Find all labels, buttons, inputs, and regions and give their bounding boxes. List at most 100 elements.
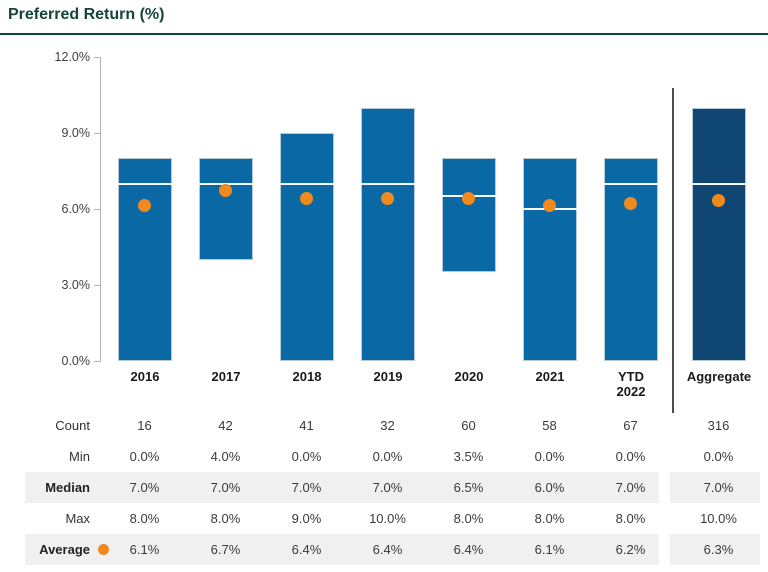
median-line (199, 182, 253, 185)
x-axis-label-line: 2020 (454, 369, 484, 384)
table-cell: 7.0% (615, 480, 646, 495)
table-cell: 8.0% (129, 511, 160, 526)
y-axis-tick-label: 9.0% (61, 126, 91, 140)
table-cell: 7.0% (372, 480, 403, 495)
range-bar (442, 158, 496, 273)
table-cell: 6.3% (703, 542, 734, 557)
median-line (280, 182, 334, 185)
table-cell: 6.4% (372, 542, 403, 557)
table-cell: 7.0% (129, 480, 160, 495)
table-cell: 0.0% (703, 449, 734, 464)
average-dot (462, 191, 475, 205)
table-row-min: Min 0.0% 4.0% 0.0% 0.0% 3.5% 0.0% 0.0% 0.0% (0, 441, 768, 472)
summary-table: Count 16 42 41 32 60 58 67 316 Min 0.0% 4.0% 0.0% 0.0… (0, 410, 768, 565)
average-dot (138, 199, 151, 213)
table-row-average: Average 6.1% 6.7% 6.4% 6.4% 6.4% 6.1% 6.2% 6.3% (0, 534, 768, 565)
x-axis-label: YTD 2022 (591, 369, 671, 399)
table-cell: 8.0% (453, 511, 484, 526)
x-axis-label: 2018 (267, 369, 347, 384)
median-line (118, 182, 172, 185)
average-dot (219, 184, 232, 198)
table-cell: 0.0% (129, 449, 160, 464)
table-cell: 0.0% (534, 449, 565, 464)
table-cell: 10.0% (700, 511, 737, 526)
x-axis-label-line: 2019 (373, 369, 403, 384)
y-axis-tick (94, 57, 100, 58)
row-label: Average (39, 542, 90, 557)
table-cell: 7.0% (291, 480, 322, 495)
table-cell: 6.7% (210, 542, 241, 557)
table-cell: 9.0% (291, 511, 322, 526)
y-axis-tick-label: 3.0% (61, 278, 91, 292)
x-axis-label-line: 2016 (130, 369, 160, 384)
table-cell: 6.2% (615, 542, 646, 557)
table-cell: 16 (137, 418, 152, 433)
chart-title: Preferred Return (%) (8, 6, 165, 23)
table-cell: 6.5% (453, 480, 484, 495)
table-cell: 6.1% (129, 542, 160, 557)
table-cell: 67 (623, 418, 638, 433)
median-line (604, 182, 658, 185)
table-cell: 3.5% (453, 449, 484, 464)
x-axis-label: 2020 (429, 369, 509, 384)
table-cell: 7.0% (210, 480, 241, 495)
x-axis-label: Aggregate (679, 369, 759, 384)
y-axis-tick-label: 0.0% (61, 354, 91, 368)
table-row-count: Count 16 42 41 32 60 58 67 316 (0, 410, 768, 441)
table-cell: 32 (380, 418, 395, 433)
x-axis-label: 2017 (186, 369, 266, 384)
row-label: Max (65, 511, 90, 526)
range-bar (280, 133, 334, 361)
table-row-max: Max 8.0% 8.0% 9.0% 10.0% 8.0% 8.0% 8.0% 10.0% (0, 503, 768, 534)
x-axis-label-line: Aggregate (686, 369, 752, 384)
table-cell: 7.0% (703, 480, 734, 495)
range-bar (523, 158, 577, 361)
average-dot (624, 196, 637, 210)
x-axis-label-line: 2017 (211, 369, 241, 384)
x-axis-label: 2019 (348, 369, 428, 384)
table-cell: 4.0% (210, 449, 241, 464)
table-cell: 6.0% (534, 480, 565, 495)
table-cell: 6.4% (291, 542, 322, 557)
plot-area (100, 57, 760, 361)
aggregate-separator-line (672, 88, 674, 413)
range-bar (199, 158, 253, 260)
x-axis-label-line: 2018 (292, 369, 322, 384)
table-cell: 8.0% (534, 511, 565, 526)
table-cell: 10.0% (369, 511, 406, 526)
x-axis-label-line: 2021 (535, 369, 565, 384)
table-cell: 316 (707, 418, 730, 433)
title-divider (0, 33, 768, 35)
average-dot (543, 199, 556, 213)
average-dot (381, 191, 394, 205)
chart-area: 12.0% 9.0% 6.0% 3.0% 0.0% 2016 2017 2018 2019 20… (54, 50, 760, 413)
range-bar (692, 107, 746, 361)
table-cell: 0.0% (372, 449, 403, 464)
y-axis-tick-label: 12.0% (54, 50, 90, 64)
y-axis-tick (94, 209, 100, 210)
table-cell: 8.0% (210, 511, 241, 526)
x-axis-label-line: 2022 (616, 384, 646, 399)
table-cell: 6.1% (534, 542, 565, 557)
table-cell: 41 (299, 418, 314, 433)
range-bar (604, 158, 658, 361)
y-axis-tick-label: 6.0% (61, 202, 91, 216)
average-legend-dot (98, 544, 109, 555)
table-cell: 0.0% (615, 449, 646, 464)
average-dot (712, 194, 725, 208)
x-axis-label: 2016 (105, 369, 185, 384)
median-line (361, 182, 415, 185)
table-cell: 8.0% (615, 511, 646, 526)
y-axis-line (100, 57, 101, 362)
row-label: Median (45, 480, 90, 495)
table-row-median: Median 7.0% 7.0% 7.0% 7.0% 6.5% 6.0% 7.0% 7.0% (0, 472, 768, 503)
median-line (692, 182, 746, 185)
y-axis-tick (94, 133, 100, 134)
range-bar (361, 107, 415, 361)
average-dot (300, 191, 313, 205)
row-label: Min (69, 449, 90, 464)
row-label: Count (55, 418, 90, 433)
stripe-gap (659, 415, 670, 567)
table-cell: 42 (218, 418, 233, 433)
